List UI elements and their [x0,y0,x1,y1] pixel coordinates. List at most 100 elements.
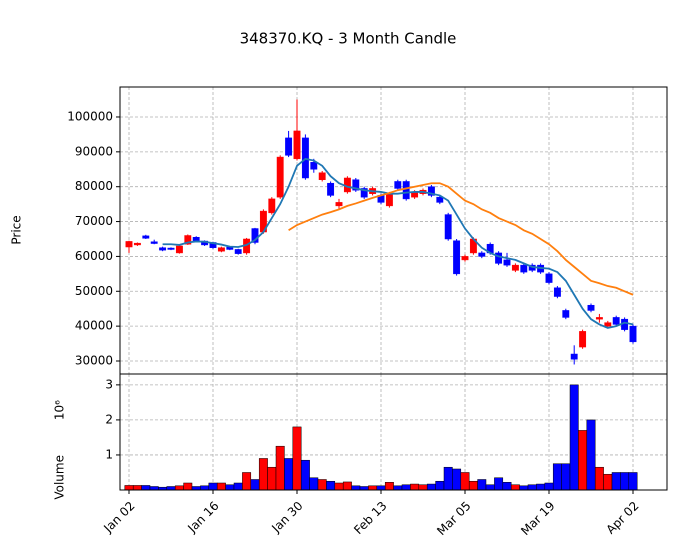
volume-bar [468,480,478,491]
volume-bar [334,482,344,491]
candle-body [175,245,183,254]
volume-bar [628,472,638,491]
y-axis-label: Price [10,215,24,244]
volume-bar [443,466,453,491]
candle-body [444,214,452,240]
candle-body [402,181,410,200]
volume-bar [284,458,294,491]
candle-body [125,241,133,248]
volume-bar [578,430,588,491]
volume-bar [426,483,436,491]
volume-bar [452,468,462,491]
volume-bar [200,485,210,491]
chart-title: 348370.KQ - 3 Month Candle [240,30,457,48]
volume-bar [342,481,352,491]
volume-bar [502,482,512,491]
candle-body [453,240,461,275]
y-tick-label: 40000 [75,319,113,333]
volume-bar [183,482,193,491]
volume-bar [216,482,226,491]
volume-bar [292,426,302,491]
candle-body [142,235,150,239]
x-tick-label: Feb 13 [351,499,389,537]
volume-bar [309,477,319,491]
candle-body [579,331,587,348]
volume-bar [376,485,386,491]
candle-body [159,247,167,251]
y-tick-label: 90000 [75,144,113,158]
volume-frame [119,373,668,491]
volume-bar [552,463,562,491]
volume-bar [233,482,243,491]
volume-bar [208,482,218,491]
x-tick-label: Jan 30 [268,499,305,536]
volume-bar [519,485,529,491]
volume-bar [300,459,310,491]
volume-bar [359,486,369,491]
y-tick-label: 70000 [75,214,113,228]
volume-bar [149,486,159,491]
candle-body [436,196,444,203]
y-tick-label: 80000 [75,179,113,193]
volume-bar [393,485,403,491]
volume-offset: 10⁶ [53,400,67,420]
volume-tick-label: 1 [105,447,113,461]
candle-body [217,247,225,252]
candle-body [394,181,402,189]
candle-body [293,130,301,160]
volume-bar [410,483,420,491]
candle-body [511,264,519,271]
volume-bar [586,419,596,491]
x-tick-label: Apr 02 [604,499,642,537]
price-frame [119,86,668,375]
volume-bar [384,482,394,491]
volume-bar [351,485,361,491]
candle-body [268,198,276,214]
candle-body [133,242,141,246]
volume-bar [225,484,235,491]
volume-tick-label: 2 [105,412,113,426]
volume-bar [132,485,142,491]
candle-body [352,179,360,191]
volume-bar [124,485,134,491]
volume-bar [317,479,327,491]
candle-body [285,137,293,156]
volume-bar [326,480,336,491]
x-tick-label: Mar 19 [518,499,557,538]
volume-bar [368,485,378,491]
candle-body [520,264,528,273]
volume-bar [258,458,268,491]
volume-bar [569,384,579,491]
moving-average-line [288,182,634,296]
volume-bar [544,482,554,491]
candle-body [503,259,511,266]
volume-bar [603,473,613,491]
volume-tick-label: 3 [105,377,113,391]
candle-body [562,310,570,318]
volume-bar [166,486,176,491]
volume-bar [418,484,428,491]
volume-bar [435,480,445,491]
candle-body [570,353,578,360]
candle-body [478,252,486,257]
volume-bar [594,466,604,491]
volume-bar [191,486,201,491]
volume-bar [611,472,621,491]
volume-bar [242,472,252,491]
volume-bar [561,463,571,491]
candle-body [167,247,175,250]
candle-body [629,325,637,343]
y-tick-label: 50000 [75,284,113,298]
volume-bar [477,479,487,491]
candle-body [360,188,368,198]
candle-body [612,317,620,325]
candle-body [192,236,200,241]
candle-body [385,193,393,207]
volume-bar [275,445,285,491]
volume-bar [460,472,470,491]
candle-body [595,317,603,320]
y-tick-label: 100000 [67,109,113,123]
volume-bar [141,485,151,491]
volume-bar [620,472,630,491]
